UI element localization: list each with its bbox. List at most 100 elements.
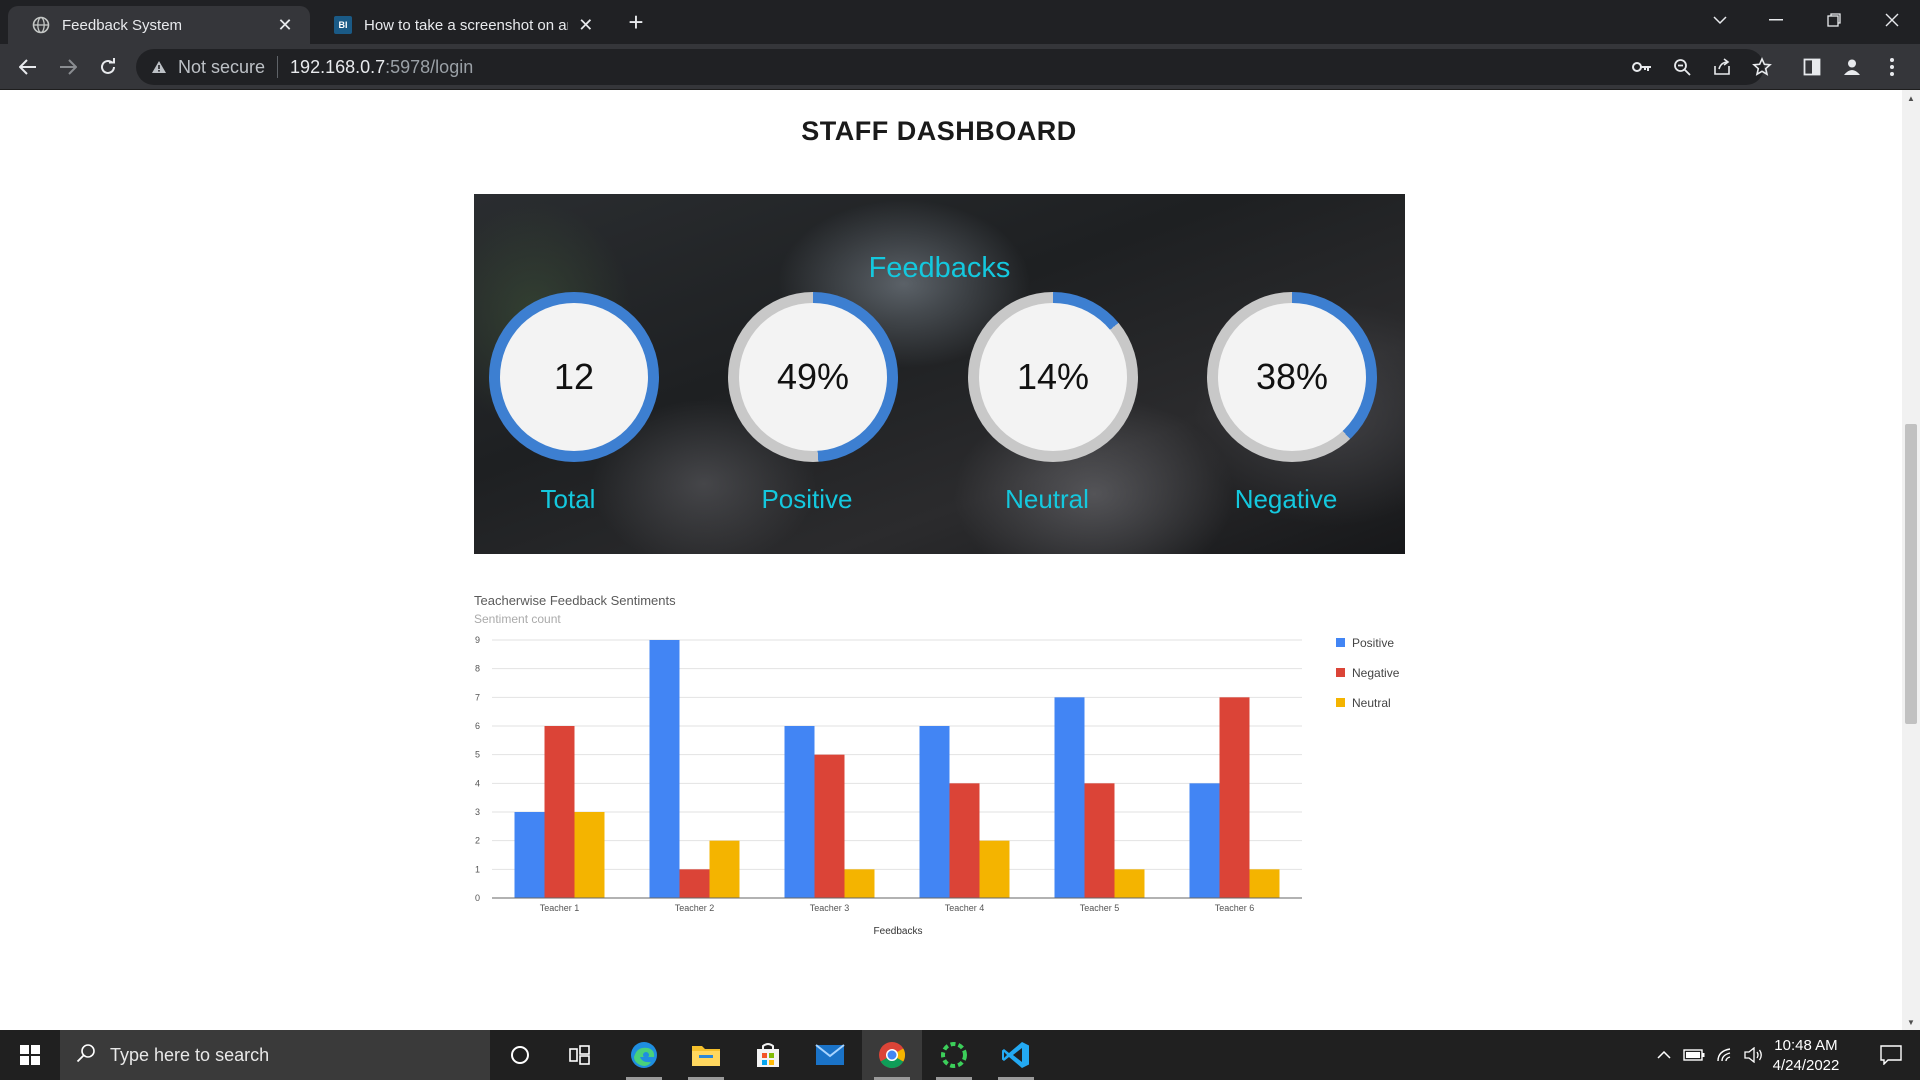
total-value: 12 <box>500 303 648 451</box>
bar-neutral <box>709 840 740 898</box>
positive-label: Positive <box>761 484 853 514</box>
scrollbar-thumb[interactable] <box>1905 424 1917 724</box>
y-tick-label: 3 <box>475 807 480 817</box>
url-text[interactable]: 192.168.0.7:5978/login <box>290 57 473 78</box>
legend-label: Neutral <box>1352 696 1391 710</box>
side-panel-icon[interactable] <box>1796 51 1828 83</box>
page-viewport: STAFF DASHBOARD Feedbacks 12 Total 49% P… <box>0 90 1920 1030</box>
bi-favicon-icon: BI <box>334 16 352 34</box>
negative-value: 38% <box>1218 303 1366 451</box>
volume-icon[interactable] <box>1740 1030 1768 1080</box>
edge-icon[interactable] <box>614 1030 674 1080</box>
bar-positive <box>1189 783 1220 898</box>
negative-label: Negative <box>1234 484 1338 514</box>
bar-neutral <box>979 840 1010 898</box>
clock-date: 4/24/2022 <box>1772 1057 1840 1074</box>
new-tab-icon[interactable]: + <box>628 6 644 37</box>
loading-app-icon[interactable] <box>924 1030 984 1080</box>
negative-ring: 38% <box>1207 292 1377 462</box>
zoom-icon[interactable] <box>1666 51 1698 83</box>
x-tick-label: Teacher 3 <box>810 903 850 913</box>
running-indicator <box>626 1077 662 1080</box>
legend-swatch <box>1336 668 1345 677</box>
battery-icon[interactable] <box>1680 1030 1708 1080</box>
bar-neutral <box>1249 869 1280 898</box>
tab-search-chevron-icon[interactable] <box>1692 0 1748 40</box>
profile-icon[interactable] <box>1836 51 1868 83</box>
y-tick-label: 0 <box>475 893 480 903</box>
scroll-up-icon[interactable]: ▲ <box>1907 93 1915 103</box>
neutral-label: Neutral <box>1005 484 1089 514</box>
running-indicator <box>688 1077 724 1080</box>
menu-kebab-icon[interactable] <box>1876 51 1908 83</box>
share-icon[interactable] <box>1706 51 1738 83</box>
windows-start-icon[interactable] <box>0 1030 60 1080</box>
mail-icon[interactable] <box>800 1030 860 1080</box>
x-tick-label: Teacher 4 <box>945 903 985 913</box>
tab-title: Feedback System <box>62 16 183 34</box>
reload-icon[interactable] <box>92 51 124 83</box>
forward-icon[interactable] <box>52 51 84 83</box>
positive-ring: 49% <box>728 292 898 462</box>
file-explorer-icon[interactable] <box>676 1030 736 1080</box>
feedback-summary-panel: Feedbacks 12 Total 49% Positive 14% Neut… <box>474 194 1405 554</box>
teacherwise-sentiment-chart: Teacherwise Feedback Sentiments Sentimen… <box>474 590 1434 1030</box>
y-tick-label: 9 <box>475 635 480 645</box>
microsoft-store-icon[interactable] <box>738 1030 798 1080</box>
bookmark-star-icon[interactable] <box>1746 51 1778 83</box>
positive-value: 49% <box>739 303 887 451</box>
close-tab-icon[interactable]: ✕ <box>277 14 293 35</box>
scroll-down-icon[interactable]: ▼ <box>1907 1017 1915 1027</box>
key-icon[interactable] <box>1626 51 1658 83</box>
restore-icon[interactable] <box>1806 0 1862 40</box>
y-tick-label: 8 <box>475 664 480 674</box>
bar-neutral <box>1114 869 1145 898</box>
total-ring: 12 <box>489 292 659 462</box>
cortana-icon[interactable] <box>490 1030 550 1080</box>
bar-positive <box>649 640 680 898</box>
browser-toolbar: Not secure 192.168.0.7:5978/login <box>0 44 1920 90</box>
bar-positive <box>514 812 545 898</box>
search-placeholder: Type here to search <box>110 1044 270 1065</box>
bar-neutral <box>574 812 605 898</box>
bar-neutral <box>844 869 875 898</box>
close-tab-icon[interactable]: ✕ <box>578 14 594 35</box>
wifi-icon[interactable] <box>1712 1030 1740 1080</box>
notification-center-icon[interactable] <box>1862 1030 1920 1080</box>
back-icon[interactable] <box>12 51 44 83</box>
taskbar-clock[interactable]: 10:48 AM 4/24/2022 <box>1766 1036 1846 1076</box>
security-status[interactable]: Not secure <box>178 56 266 77</box>
tab-title: How to take a screenshot on any <box>364 16 568 34</box>
minimize-icon[interactable] <box>1748 0 1804 40</box>
page-title: STAFF DASHBOARD <box>801 116 1077 146</box>
globe-icon <box>32 16 50 34</box>
tab-screenshot-article[interactable]: BI How to take a screenshot on any ✕ <box>310 6 610 44</box>
bar-chart-svg: 0 1 2 3 4 5 6 7 8 9 Teacher 1 Teacher 2 Teacher 3 Tea… <box>475 635 1400 937</box>
taskbar-search-box[interactable]: Type here to search <box>60 1030 490 1080</box>
close-window-icon[interactable] <box>1864 0 1920 40</box>
tab-feedback-system[interactable]: Feedback System ✕ <box>8 6 310 44</box>
page-scrollbar[interactable]: ▲ ▼ <box>1902 90 1920 1030</box>
chart-subtitle: Sentiment count <box>474 612 561 626</box>
running-indicator <box>998 1077 1034 1080</box>
y-tick-label: 6 <box>475 721 480 731</box>
chrome-icon[interactable] <box>862 1030 922 1080</box>
legend-label: Negative <box>1352 666 1400 680</box>
warning-icon[interactable] <box>150 58 168 76</box>
vscode-icon[interactable] <box>986 1030 1046 1080</box>
bar-positive <box>784 726 815 898</box>
legend-swatch <box>1336 698 1345 707</box>
x-tick-label: Teacher 5 <box>1080 903 1120 913</box>
bar-negative <box>1084 783 1115 898</box>
windows-taskbar: Type here to search <box>0 1030 1920 1080</box>
y-tick-label: 7 <box>475 692 480 702</box>
bar-negative <box>814 754 845 898</box>
neutral-ring: 14% <box>968 292 1138 462</box>
tray-overflow-chevron-icon[interactable] <box>1650 1030 1678 1080</box>
bar-negative <box>949 783 980 898</box>
running-indicator <box>874 1077 910 1080</box>
divider <box>277 56 279 78</box>
task-view-icon[interactable] <box>550 1030 610 1080</box>
address-bar[interactable]: Not secure 192.168.0.7:5978/login <box>136 49 1764 85</box>
